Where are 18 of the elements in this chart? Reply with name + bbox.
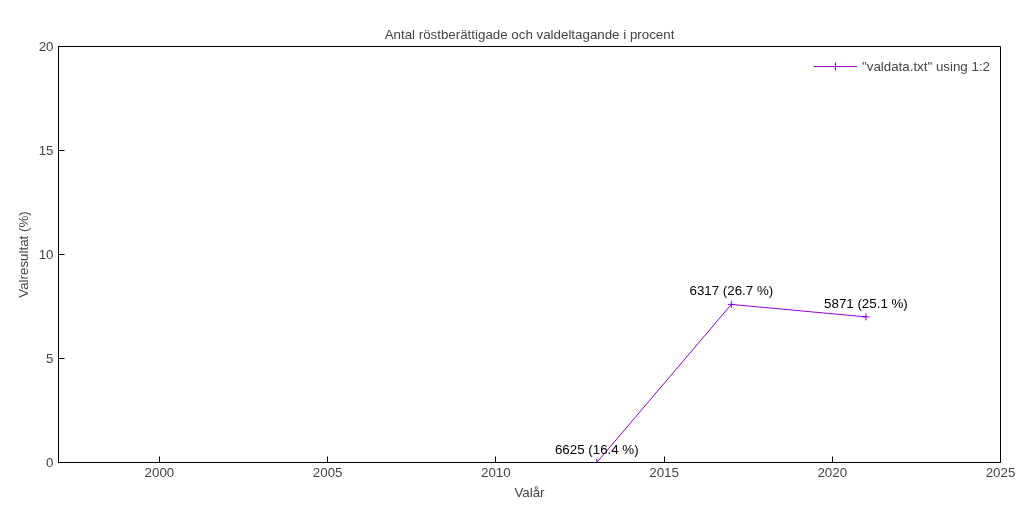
annotation: 6317 (26.7 %) (689, 283, 774, 299)
y-tick-label: 0 (46, 455, 54, 470)
annotation: 5871 (25.1 %) (824, 295, 908, 311)
x-tick-label: 2010 (481, 464, 511, 480)
x-axis-title: Valår (514, 484, 546, 500)
annotation: 6625 (16.4 %) (554, 441, 639, 457)
y-axis-title: Valresultat (%) (15, 211, 31, 298)
x-tick-label: 2000 (144, 464, 175, 480)
y-tick-label: 5 (46, 351, 54, 366)
y-tick-label: 20 (38, 39, 54, 54)
x-tick-label: 2005 (312, 464, 343, 480)
y-tick-label: 10 (38, 247, 54, 262)
y-tick-label: 15 (38, 143, 54, 158)
chart-title: Antal röstberättigade och valdeltagande i procent (384, 26, 675, 42)
x-tick-label: 2015 (649, 464, 679, 480)
x-tick-label: 2020 (817, 464, 848, 480)
legend-label: "valdata.txt" using 1:2 (861, 58, 990, 74)
x-tick-label: 2025 (985, 464, 1016, 480)
